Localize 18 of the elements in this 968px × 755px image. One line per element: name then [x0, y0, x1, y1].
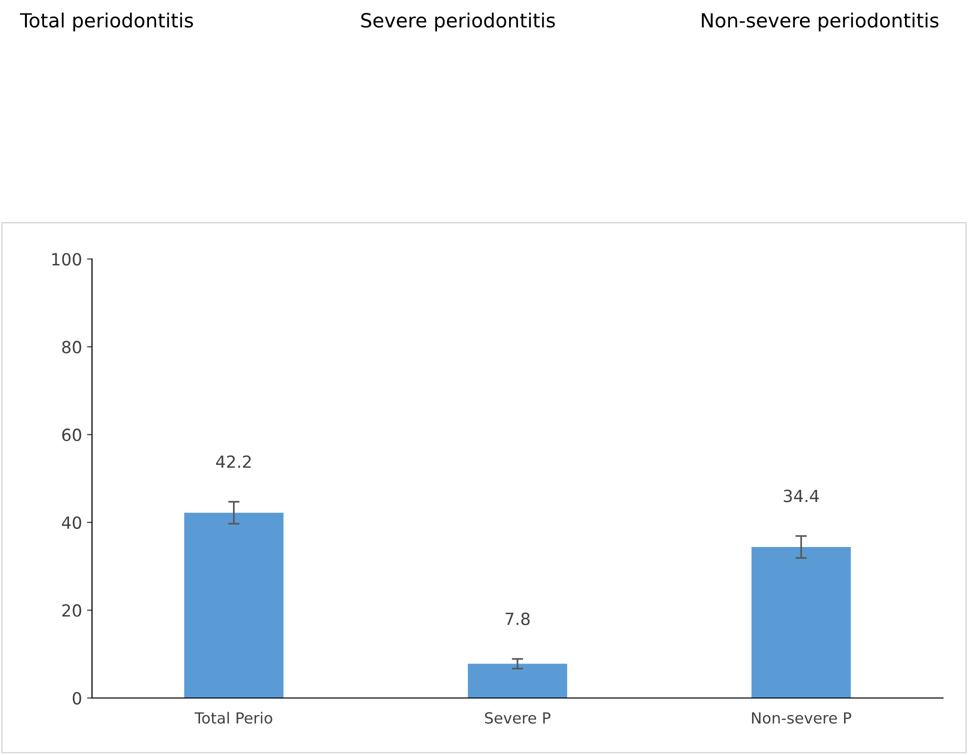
text: Total periodontitis — [20, 12, 193, 32]
y-tick-label: 80 — [62, 340, 82, 354]
y-tick-label: 60 — [62, 428, 82, 442]
bar — [184, 512, 284, 698]
y-tick-label: 40 — [62, 516, 82, 529]
text: Severe periodontitis — [361, 12, 555, 32]
bar — [468, 664, 568, 698]
x-tick-label: Total Perio — [194, 712, 272, 724]
y-tick-label: 0 — [72, 692, 82, 705]
x-tick-label: Severe P — [485, 712, 550, 724]
bar — [752, 546, 851, 698]
text: Non-severe periodontitis — [702, 12, 938, 32]
x-tick-label: Non-severe P — [752, 712, 852, 724]
data-label: 7.8 — [506, 612, 530, 626]
y-tick-label: 100 — [52, 252, 82, 266]
y-tick-label: 20 — [62, 604, 82, 617]
data-label: 34.4 — [784, 490, 819, 502]
data-label: 42.2 — [216, 455, 251, 468]
